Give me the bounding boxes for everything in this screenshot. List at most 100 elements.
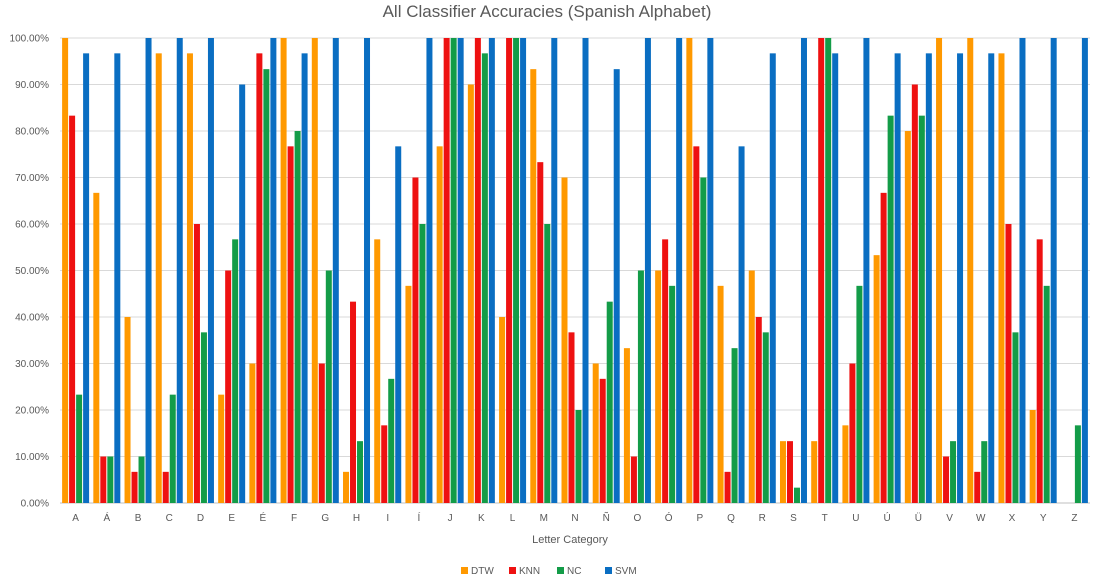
bar-nc-9 xyxy=(357,441,364,503)
legend-label: KNN xyxy=(519,566,540,577)
bar-svm-12 xyxy=(457,38,464,503)
bar-nc-27 xyxy=(918,115,925,503)
y-tick-label: 0.00% xyxy=(21,499,49,510)
bar-svm-24 xyxy=(832,53,839,503)
bar-svm-27 xyxy=(925,53,932,503)
bar-svm-10 xyxy=(395,146,402,503)
bar-dtw-29 xyxy=(967,38,974,503)
x-tick-label: G xyxy=(321,513,329,524)
bar-dtw-24 xyxy=(811,441,818,503)
bar-nc-19 xyxy=(669,285,676,503)
bar-knn-21 xyxy=(724,471,731,503)
bar-knn-1 xyxy=(100,456,107,503)
bar-dtw-8 xyxy=(311,38,318,503)
bar-nc-32 xyxy=(1074,425,1081,503)
bar-dtw-9 xyxy=(343,471,350,503)
x-tick-label: V xyxy=(946,513,953,524)
bar-knn-27 xyxy=(911,84,918,503)
x-tick-label: W xyxy=(976,513,986,524)
y-tick-label: 40.00% xyxy=(15,313,49,324)
x-tick-label: S xyxy=(790,513,797,524)
bar-nc-16 xyxy=(575,410,582,503)
bar-svm-25 xyxy=(863,38,870,503)
bar-svm-30 xyxy=(1019,38,1026,503)
bar-svm-9 xyxy=(364,38,371,503)
bar-knn-11 xyxy=(412,177,419,503)
bar-knn-26 xyxy=(880,192,887,503)
bar-dtw-22 xyxy=(748,270,755,503)
bar-svm-13 xyxy=(488,38,495,503)
bar-knn-25 xyxy=(849,363,856,503)
y-tick-label: 60.00% xyxy=(15,220,49,231)
x-tick-label: O xyxy=(634,513,642,524)
bar-nc-13 xyxy=(481,53,488,503)
bar-dtw-5 xyxy=(218,394,225,503)
bar-dtw-10 xyxy=(374,239,381,503)
bar-knn-13 xyxy=(474,38,481,503)
legend-label: DTW xyxy=(471,566,494,577)
y-axis: 0.00% 10.00% 20.00% 30.00% 40.00% 50.00% 60.00… xyxy=(10,34,50,510)
x-tick-label: R xyxy=(759,513,766,524)
bar-svm-5 xyxy=(239,84,246,503)
legend-label: SVM xyxy=(615,566,637,577)
bar-nc-8 xyxy=(325,270,332,503)
x-tick-label: É xyxy=(260,511,267,524)
bar-knn-9 xyxy=(350,301,357,503)
bar-dtw-15 xyxy=(530,69,537,503)
x-tick-label: B xyxy=(135,513,142,524)
bar-dtw-28 xyxy=(936,38,943,503)
bar-nc-2 xyxy=(138,456,145,503)
bar-dtw-3 xyxy=(155,53,162,503)
gridlines xyxy=(60,37,1090,504)
bar-knn-14 xyxy=(506,38,513,503)
bar-dtw-12 xyxy=(436,146,443,503)
bar-svm-15 xyxy=(551,38,558,503)
bar-knn-6 xyxy=(256,53,263,503)
bar-dtw-4 xyxy=(186,53,193,503)
bar-nc-28 xyxy=(950,441,957,503)
bar-svm-7 xyxy=(301,53,308,503)
legend: DTW KNN NC SVM xyxy=(461,566,637,577)
x-tick-label: H xyxy=(353,513,360,524)
bar-dtw-26 xyxy=(873,255,880,503)
y-tick-label: 10.00% xyxy=(15,452,49,463)
x-tick-label: Í xyxy=(418,511,421,524)
bar-nc-7 xyxy=(294,131,301,503)
bar-knn-0 xyxy=(69,115,76,503)
bar-dtw-13 xyxy=(467,84,474,503)
bar-nc-29 xyxy=(981,441,988,503)
x-axis-title: Letter Category xyxy=(532,534,608,546)
bar-nc-20 xyxy=(700,177,707,503)
bar-dtw-30 xyxy=(998,53,1005,503)
bar-nc-1 xyxy=(107,456,114,503)
bar-knn-31 xyxy=(1036,239,1043,503)
bar-dtw-19 xyxy=(655,270,662,503)
x-tick-label: X xyxy=(1009,513,1016,524)
x-tick-label: K xyxy=(478,513,485,524)
x-tick-label: L xyxy=(510,513,516,524)
bar-nc-6 xyxy=(263,69,270,503)
bar-knn-16 xyxy=(568,332,575,503)
bar-knn-2 xyxy=(131,471,138,503)
y-tick-label: 50.00% xyxy=(15,266,49,277)
bar-nc-14 xyxy=(513,38,520,503)
bar-dtw-23 xyxy=(779,441,786,503)
bar-nc-11 xyxy=(419,224,426,503)
bar-nc-10 xyxy=(388,378,395,503)
x-tick-label: U xyxy=(852,513,859,524)
bar-nc-30 xyxy=(1012,332,1019,503)
bar-dtw-14 xyxy=(499,317,506,503)
bar-nc-26 xyxy=(887,115,894,503)
bar-svm-31 xyxy=(1050,38,1057,503)
bar-svm-22 xyxy=(769,53,776,503)
bar-knn-7 xyxy=(287,146,294,503)
x-tick-label: P xyxy=(697,513,704,524)
bar-svm-3 xyxy=(176,38,183,503)
bar-svm-0 xyxy=(83,53,90,503)
bar-knn-3 xyxy=(162,471,169,503)
bar-nc-15 xyxy=(544,224,551,503)
bar-dtw-2 xyxy=(124,317,131,503)
bar-nc-21 xyxy=(731,348,738,503)
x-tick-label: M xyxy=(540,513,548,524)
